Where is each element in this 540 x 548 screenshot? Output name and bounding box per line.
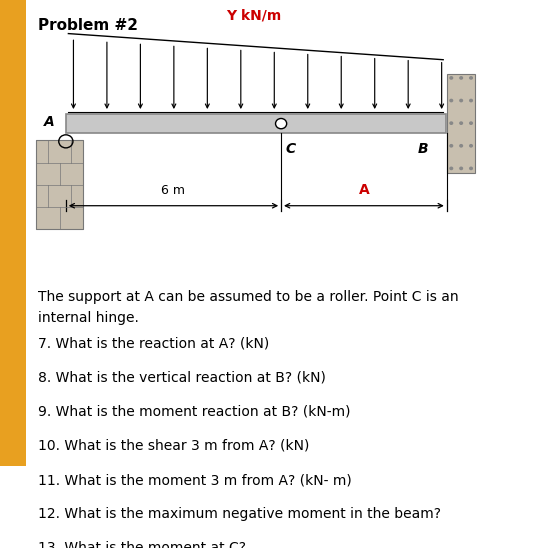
Text: 6 m: 6 m <box>161 184 185 197</box>
Text: A: A <box>359 184 369 197</box>
Circle shape <box>449 99 453 102</box>
Circle shape <box>459 167 463 170</box>
Text: 8. What is the vertical reaction at B? (kN): 8. What is the vertical reaction at B? (… <box>38 371 326 385</box>
Circle shape <box>469 144 473 147</box>
Circle shape <box>469 121 473 125</box>
Text: Y kN/m: Y kN/m <box>226 8 281 22</box>
FancyBboxPatch shape <box>447 74 475 173</box>
Circle shape <box>459 99 463 102</box>
Text: 10. What is the shear 3 m from A? (kN): 10. What is the shear 3 m from A? (kN) <box>38 439 309 453</box>
Text: 9. What is the moment reaction at B? (kN-m): 9. What is the moment reaction at B? (kN… <box>38 405 350 419</box>
Circle shape <box>469 99 473 102</box>
FancyBboxPatch shape <box>66 114 446 133</box>
Circle shape <box>275 118 287 129</box>
Circle shape <box>469 76 473 80</box>
Text: B: B <box>418 142 428 156</box>
Circle shape <box>459 121 463 125</box>
Text: The support at A can be assumed to be a roller. Point C is an: The support at A can be assumed to be a … <box>38 290 458 304</box>
Text: A: A <box>44 115 55 129</box>
Text: internal hinge.: internal hinge. <box>38 311 139 325</box>
Text: 13. What is the moment at C?: 13. What is the moment at C? <box>38 541 246 548</box>
Text: 7. What is the reaction at A? (kN): 7. What is the reaction at A? (kN) <box>38 337 269 351</box>
Text: C: C <box>285 142 295 156</box>
FancyBboxPatch shape <box>37 140 83 229</box>
Text: Problem #2: Problem #2 <box>38 18 138 33</box>
Circle shape <box>449 167 453 170</box>
FancyBboxPatch shape <box>0 0 26 466</box>
Circle shape <box>469 167 473 170</box>
Circle shape <box>449 121 453 125</box>
Circle shape <box>449 76 453 80</box>
Text: 11. What is the moment 3 m from A? (kN- m): 11. What is the moment 3 m from A? (kN- … <box>38 473 352 487</box>
Circle shape <box>449 144 453 147</box>
Circle shape <box>459 144 463 147</box>
Text: 12. What is the maximum negative moment in the beam?: 12. What is the maximum negative moment … <box>38 507 441 521</box>
Circle shape <box>459 76 463 80</box>
